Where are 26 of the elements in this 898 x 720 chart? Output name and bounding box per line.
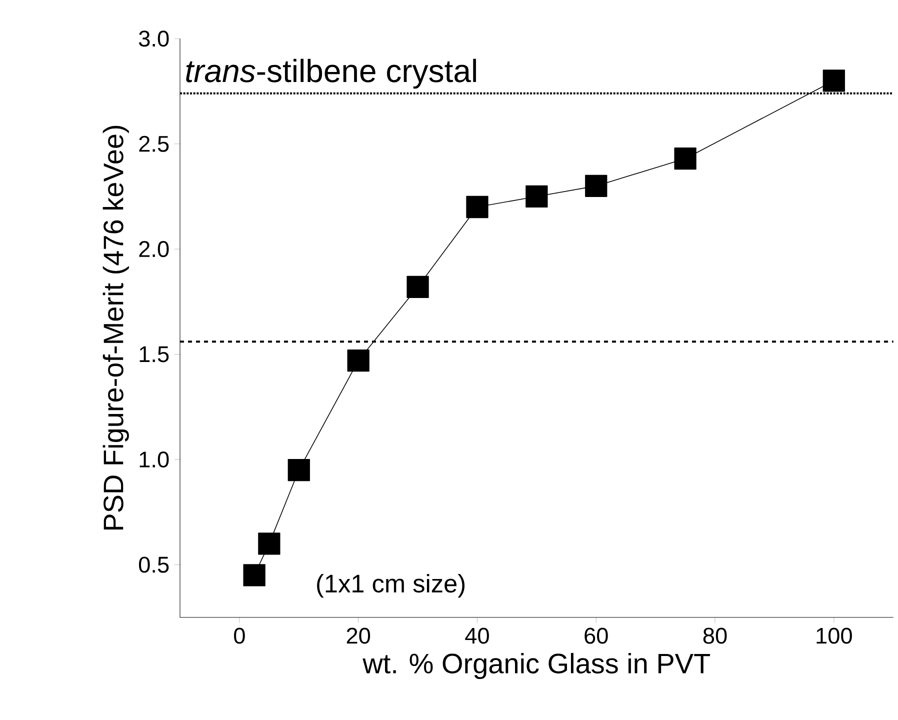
x-tick-label: 20 (346, 628, 370, 644)
x-tick-label: 80 (703, 628, 727, 644)
y-tick-label: 1.5 (140, 346, 169, 362)
point (674, 148, 696, 170)
x-tick-label: 60 (584, 628, 608, 644)
x-tick-label: 40 (465, 628, 489, 644)
point (585, 174, 608, 198)
y-tick-label: 3.0 (138, 30, 169, 47)
annotation: (1x1 cm size) (317, 574, 464, 598)
y-tick-label: 0.5 (138, 556, 169, 573)
point (258, 532, 280, 555)
x-tick-label: 100 (816, 628, 852, 644)
point (406, 276, 429, 298)
ref-line-label: trans-stilbene crystal (186, 58, 476, 89)
point (243, 564, 266, 586)
point (526, 185, 548, 208)
y-tick-label: 1.0 (140, 451, 169, 468)
y-axis-title: PSD Figure-of-Merit (476 keVee) (102, 126, 129, 530)
y-tick-label: 2.5 (139, 136, 169, 152)
x-tick-label: 0 (234, 628, 245, 644)
x-axis-title: wt. % Organic Glass in PVT (362, 652, 710, 680)
point (466, 196, 488, 218)
y-tick-label: 2.0 (139, 241, 169, 258)
point (288, 458, 310, 482)
point (347, 350, 370, 372)
point (822, 70, 845, 92)
